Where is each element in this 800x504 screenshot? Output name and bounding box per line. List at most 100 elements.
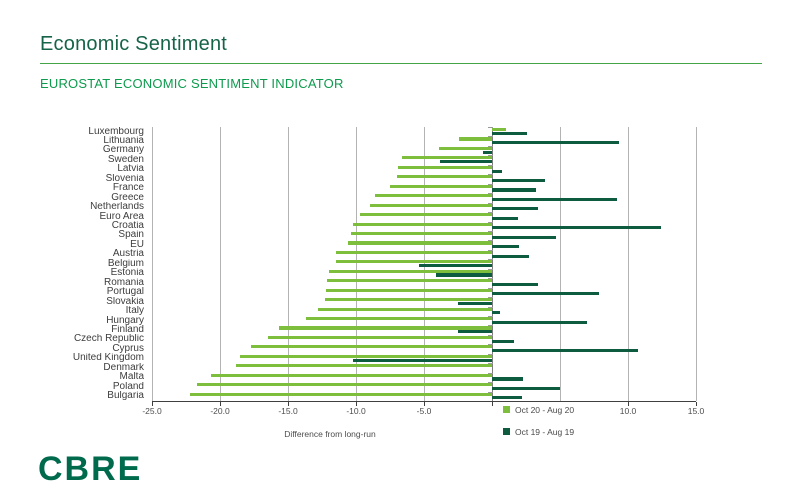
category-axis-tick	[488, 230, 493, 232]
gridline	[152, 127, 153, 401]
bar-oct20-aug20	[335, 260, 492, 264]
bar-oct19-aug19	[492, 339, 514, 343]
bar-oct19-aug19	[418, 264, 492, 268]
bar-oct20-aug20	[196, 383, 492, 387]
category-axis-tick	[488, 278, 493, 280]
category-axis-tick	[488, 334, 493, 336]
chart-subtitle: EUROSTAT ECONOMIC SENTIMENT INDICATOR	[40, 76, 344, 91]
category-axis-tick	[488, 306, 493, 308]
bar-oct20-aug20	[305, 317, 492, 321]
bar-oct19-aug19	[492, 169, 502, 173]
bar-oct20-aug20	[492, 128, 506, 132]
cbre-logo: CBRE	[38, 450, 143, 488]
category-label: Romania	[103, 277, 144, 288]
category-axis-tick	[488, 382, 493, 384]
bar-oct19-aug19	[492, 292, 600, 296]
bar-oct20-aug20	[335, 250, 492, 254]
category-label: Luxembourg	[88, 126, 144, 136]
bar-oct19-aug19	[492, 131, 528, 135]
category-axis-tick	[488, 259, 493, 261]
category-label: Belgium	[107, 258, 144, 269]
x-axis-tick-label: -20.0	[210, 406, 230, 416]
bar-oct20-aug20	[317, 307, 492, 311]
legend-swatch-light-green	[503, 406, 510, 413]
bar-oct20-aug20	[324, 298, 492, 302]
bar-oct20-aug20	[236, 364, 492, 368]
bar-oct19-aug19	[492, 245, 520, 249]
bar-oct19-aug19	[458, 301, 492, 305]
gridline	[356, 127, 357, 401]
bar-oct20-aug20	[326, 288, 492, 292]
x-axis-tick	[356, 402, 357, 406]
category-label: Lithuania	[103, 135, 144, 146]
category-label: Czech Republic	[73, 334, 144, 344]
bar-oct20-aug20	[402, 156, 492, 160]
category-axis-tick	[488, 372, 493, 374]
gridline	[288, 127, 289, 401]
bar-oct19-aug19	[492, 282, 539, 287]
x-axis-tick-label: -25.0	[142, 406, 162, 416]
category-label: Euro Area	[99, 211, 144, 221]
category-axis-tick	[488, 316, 493, 317]
category-label: Estonia	[110, 268, 144, 278]
category-label: France	[112, 183, 144, 193]
gridline	[220, 127, 221, 401]
category-axis-tick	[488, 344, 493, 346]
category-axis-tick	[488, 240, 493, 242]
category-label: Latvia	[117, 164, 144, 174]
category-label: Finland	[111, 324, 144, 335]
category-axis-tick	[488, 127, 493, 128]
title-divider	[40, 63, 762, 64]
category-axis-tick	[488, 164, 493, 166]
category-label: Croatia	[111, 221, 144, 231]
bar-oct19-aug19	[353, 358, 492, 362]
x-axis-tick	[220, 402, 221, 406]
bar-oct19-aug19	[440, 160, 492, 164]
page-title: Economic Sentiment	[40, 33, 228, 55]
bar-oct19-aug19	[492, 216, 518, 220]
category-axis-tick	[488, 202, 493, 204]
x-axis-tick	[492, 402, 493, 406]
legend-item-oct20-aug20: Oct 20 - Aug 20	[503, 404, 574, 415]
bar-oct19-aug19	[492, 188, 536, 192]
bar-oct19-aug19	[492, 254, 529, 258]
x-axis-tick-label: 15.0	[687, 406, 705, 416]
bar-oct20-aug20	[398, 165, 492, 169]
category-label: Germany	[102, 145, 144, 155]
legend-swatch-dark-green	[503, 428, 510, 435]
bar-oct20-aug20	[210, 373, 492, 377]
bar-oct19-aug19	[492, 349, 638, 353]
category-label: Cyprus	[112, 343, 144, 354]
category-axis-tick	[488, 325, 493, 327]
bar-oct19-aug19	[436, 273, 492, 277]
x-axis-tick	[424, 402, 425, 406]
bar-oct20-aug20	[350, 231, 492, 236]
category-label: EU	[130, 239, 144, 250]
category-axis-tick	[488, 193, 493, 195]
bar-oct20-aug20	[240, 354, 492, 358]
bar-oct20-aug20	[190, 392, 492, 396]
legend-label-oct20-aug20: Oct 20 - Aug 20	[515, 404, 575, 415]
x-axis-tick-label: -10.0	[346, 406, 366, 416]
category-axis-tick	[488, 155, 493, 157]
category-label: Greece	[111, 192, 144, 202]
legend-label-oct19-aug19: Oct 19 - Aug 19	[515, 426, 575, 437]
bar-oct20-aug20	[369, 203, 492, 207]
category-axis-tick	[488, 136, 493, 138]
category-axis-tick	[488, 353, 493, 355]
category-axis-tick	[488, 249, 493, 251]
bar-oct20-aug20	[267, 335, 492, 340]
category-label: Hungary	[106, 315, 144, 325]
category-label: Austria	[112, 249, 144, 259]
category-label: Slovakia	[106, 296, 144, 306]
category-axis-tick	[488, 391, 493, 393]
bar-oct19-aug19	[482, 150, 492, 154]
bar-oct19-aug19	[492, 197, 618, 201]
chart-legend: Oct 20 - Aug 20 Oct 19 - Aug 19	[501, 402, 581, 448]
category-axis-tick	[488, 268, 493, 270]
bar-oct19-aug19	[492, 320, 588, 324]
category-axis-tick	[488, 183, 493, 185]
gridline	[560, 127, 561, 401]
category-axis-tick	[488, 221, 493, 223]
